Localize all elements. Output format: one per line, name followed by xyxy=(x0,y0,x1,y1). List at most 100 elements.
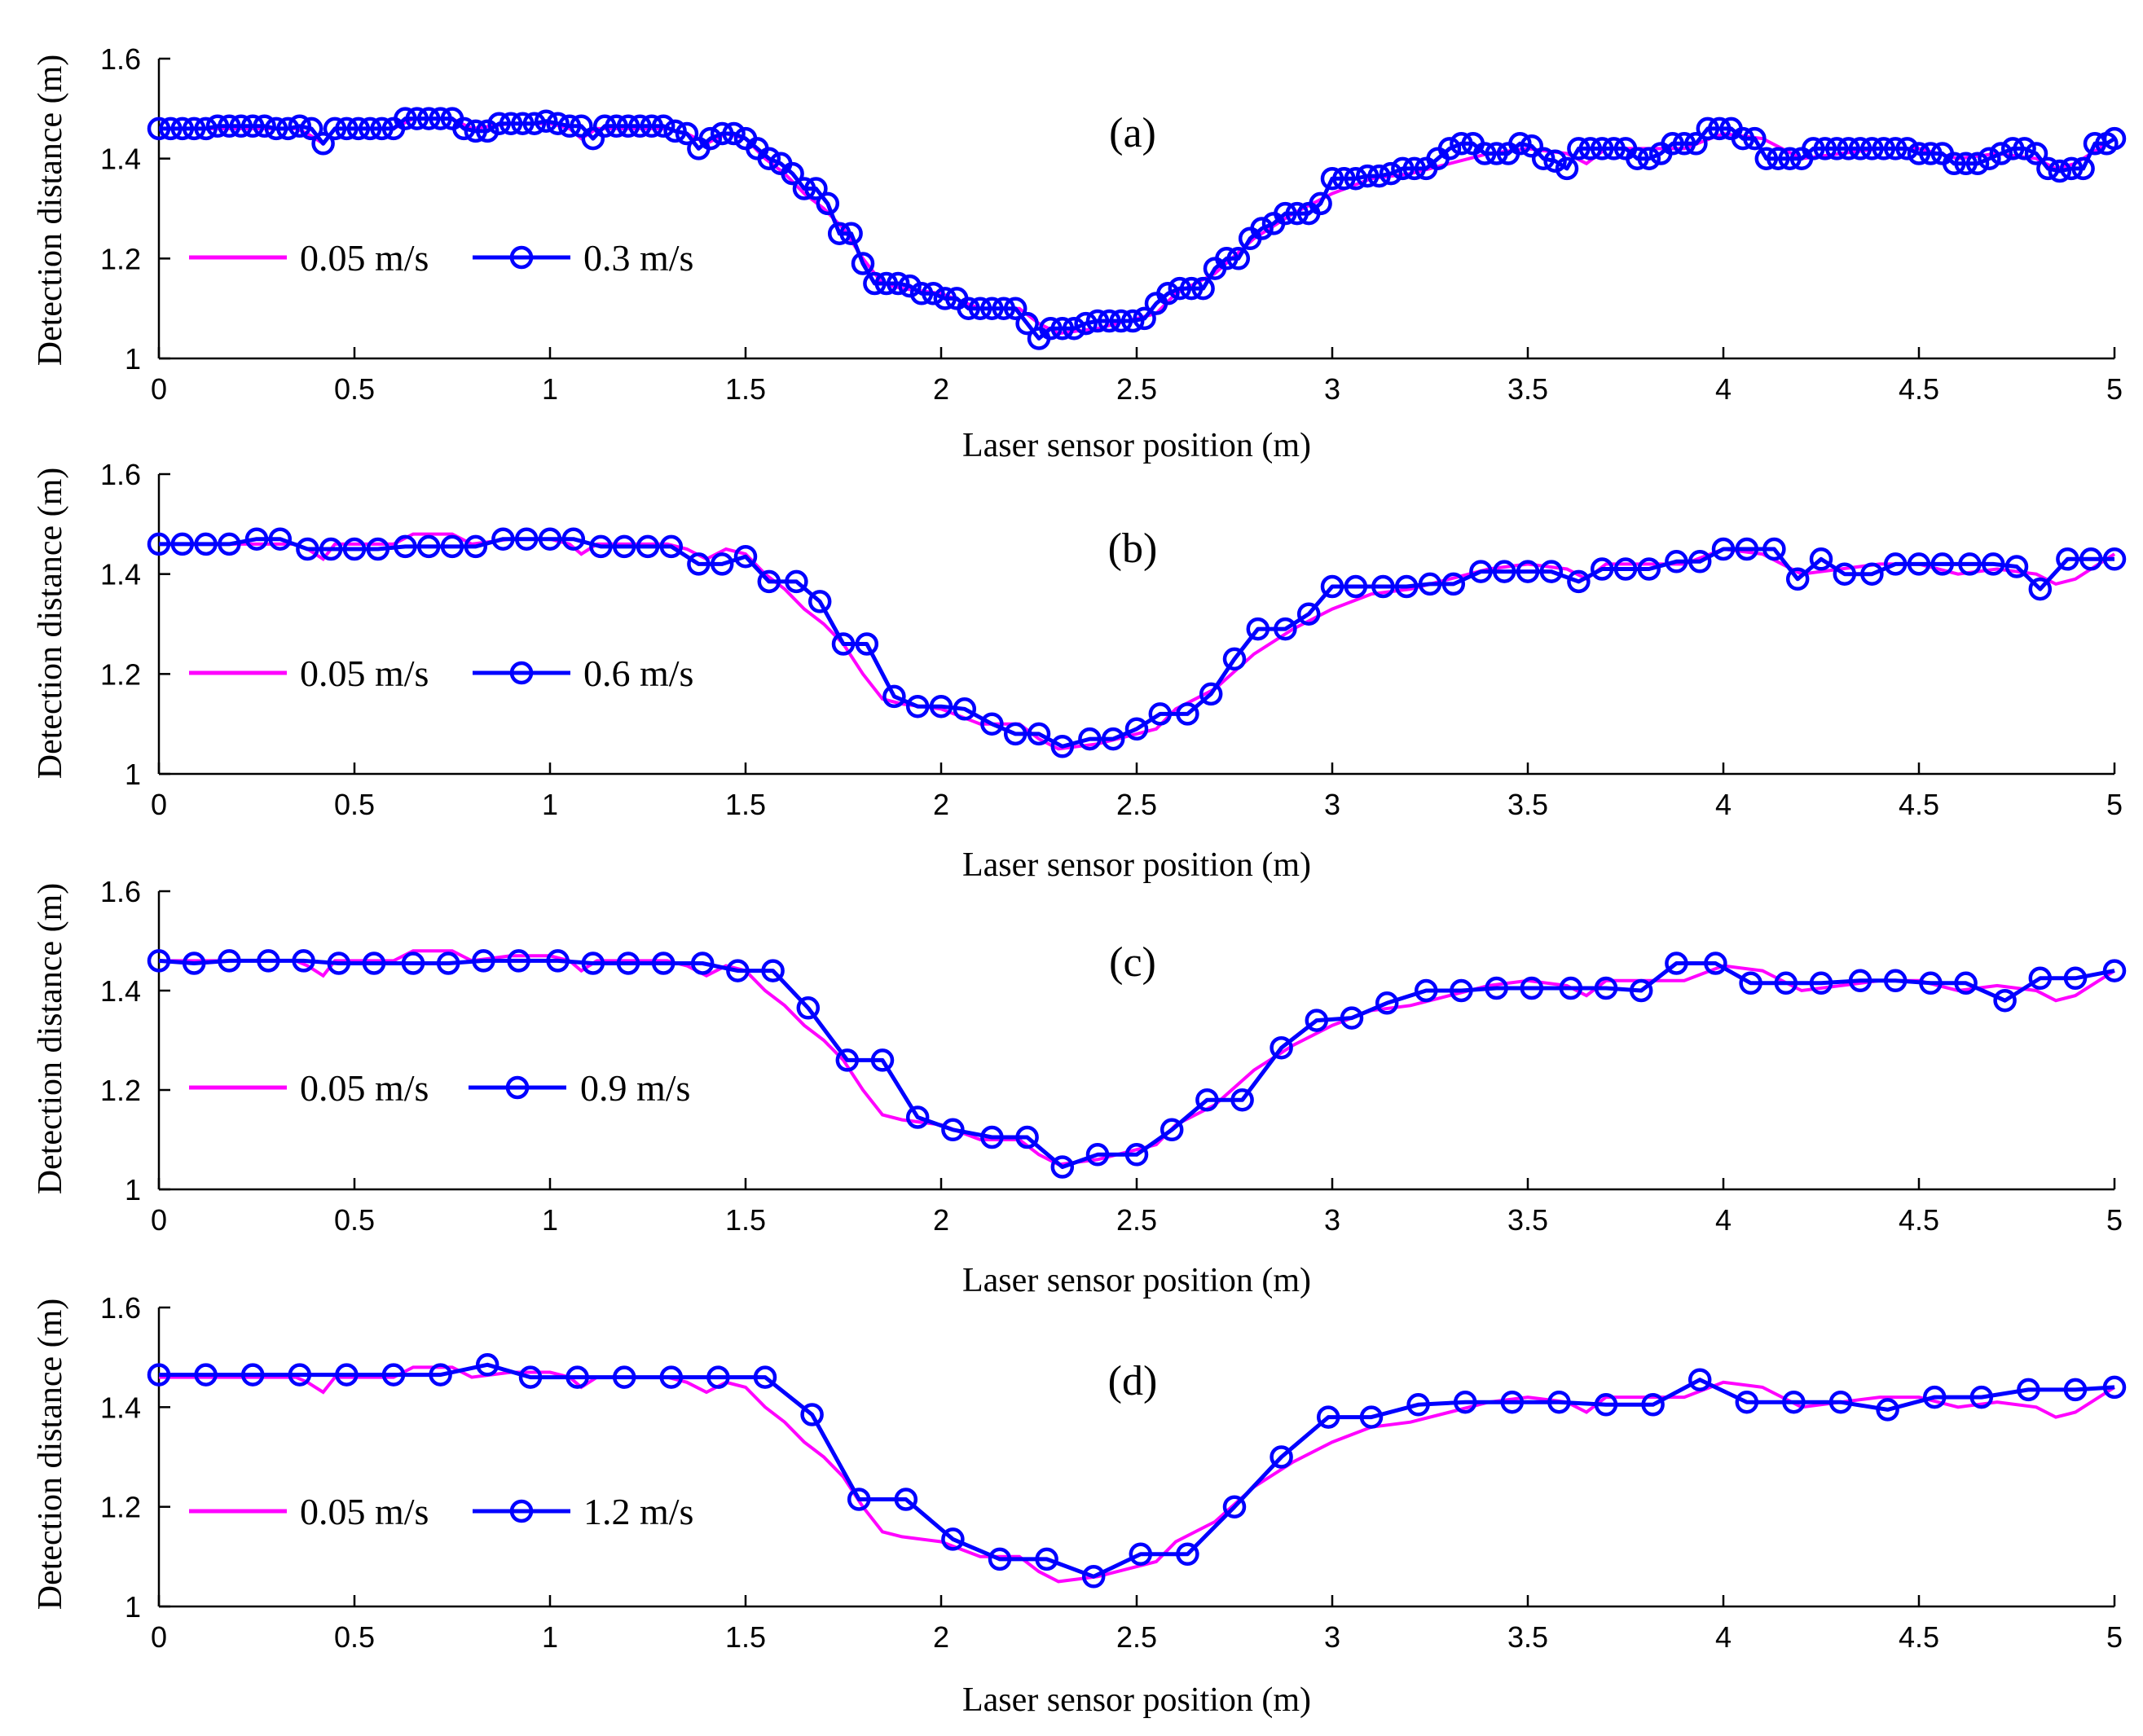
panel-label: (c) xyxy=(1109,939,1156,986)
x-tick-label: 5 xyxy=(2106,372,2123,406)
data-point xyxy=(1274,201,1297,226)
data-point xyxy=(651,952,675,975)
data-point xyxy=(1802,137,1825,160)
data-point xyxy=(499,112,523,135)
data-point xyxy=(1222,1495,1247,1518)
x-tick-label: 5 xyxy=(2106,788,2123,821)
data-point xyxy=(807,590,832,613)
data-point xyxy=(335,116,359,141)
data-point xyxy=(698,126,723,151)
data-point xyxy=(1035,1547,1058,1571)
data-point xyxy=(511,112,535,135)
data-point xyxy=(581,952,605,975)
data-point xyxy=(796,996,821,1020)
data-point xyxy=(1629,978,1653,1003)
data-point xyxy=(194,532,218,556)
data-point xyxy=(1078,727,1102,751)
data-point xyxy=(1778,147,1802,170)
data-point xyxy=(1441,572,1466,596)
x-tick-label: 1.5 xyxy=(725,372,766,406)
data-point xyxy=(1085,309,1110,333)
x-tick-label: 0 xyxy=(151,372,167,406)
x-tick-label: 3.5 xyxy=(1507,1620,1548,1654)
y-tick-label: 1.6 xyxy=(100,42,141,76)
data-point xyxy=(2071,156,2095,181)
data-point xyxy=(1437,137,1462,160)
data-point xyxy=(1274,617,1297,641)
data-point xyxy=(1320,166,1344,191)
data-point xyxy=(710,552,734,576)
data-point xyxy=(522,112,547,135)
y-tick-label: 1.2 xyxy=(100,242,141,275)
data-point xyxy=(1215,247,1239,270)
data-point xyxy=(487,112,511,135)
data-point xyxy=(581,126,605,151)
data-point xyxy=(2056,547,2079,571)
data-point xyxy=(1578,137,1603,160)
data-point xyxy=(229,114,253,138)
data-point xyxy=(831,632,856,656)
data-point xyxy=(1539,560,1564,583)
x-tick-label: 3.5 xyxy=(1507,372,1548,406)
data-point xyxy=(464,119,488,143)
data-point xyxy=(491,527,515,551)
y-tick-label: 1.6 xyxy=(100,1291,141,1325)
data-point xyxy=(1500,1390,1525,1414)
data-point xyxy=(268,527,293,551)
x-tick-label: 3.5 xyxy=(1507,788,1548,821)
data-point xyxy=(1406,1393,1430,1417)
data-point xyxy=(2013,137,2036,160)
data-point xyxy=(827,222,851,245)
data-point xyxy=(170,116,195,141)
data-point xyxy=(1379,161,1403,186)
data-point xyxy=(370,116,394,141)
data-point xyxy=(605,114,628,138)
data-point xyxy=(1418,572,1442,596)
data-point xyxy=(1954,971,1978,995)
data-point xyxy=(628,114,652,138)
data-point xyxy=(1684,132,1708,156)
data-point xyxy=(1567,569,1591,594)
data-point xyxy=(1375,991,1399,1015)
y-tick-label: 1.4 xyxy=(100,974,141,1008)
data-point xyxy=(292,949,315,973)
data-point xyxy=(2063,966,2088,991)
data-point xyxy=(1332,166,1356,191)
data-point xyxy=(1860,562,1884,586)
panel-label: (b) xyxy=(1108,525,1158,572)
x-tick-label: 4 xyxy=(1715,372,1732,406)
data-point xyxy=(1665,550,1688,574)
legend-label-ref: 0.05 m/s xyxy=(300,1491,429,1532)
data-point xyxy=(472,949,495,973)
data-point xyxy=(726,959,750,982)
data-point xyxy=(1637,147,1661,170)
x-tick-label: 4 xyxy=(1715,1620,1732,1654)
data-point xyxy=(1391,156,1415,181)
data-point xyxy=(1809,971,1833,995)
data-point xyxy=(218,114,241,138)
data-point xyxy=(1246,617,1270,641)
panel-label: (a) xyxy=(1109,110,1156,156)
data-point xyxy=(785,569,808,594)
data-point xyxy=(2079,547,2103,571)
data-point xyxy=(1472,142,1497,165)
legend-label-ref: 0.05 m/s xyxy=(300,237,429,279)
data-point xyxy=(394,534,417,559)
x-tick-label: 3 xyxy=(1324,788,1340,821)
data-point xyxy=(1402,156,1427,181)
data-point xyxy=(276,116,300,141)
data-point xyxy=(475,119,499,143)
data-point xyxy=(1101,727,1125,751)
x-tick-label: 3.5 xyxy=(1507,1203,1548,1237)
data-point xyxy=(1954,152,1978,176)
data-point xyxy=(909,282,934,305)
data-point xyxy=(1696,116,1720,141)
x-tick-label: 2 xyxy=(933,1203,949,1237)
data-point xyxy=(1285,201,1309,226)
data-point xyxy=(616,114,640,138)
data-point xyxy=(1567,137,1591,160)
panel-b: (b) Laser sensor position (m) Detection … xyxy=(32,458,2127,884)
data-point xyxy=(514,527,539,551)
data-point xyxy=(636,534,660,559)
data-point xyxy=(1711,537,1736,561)
